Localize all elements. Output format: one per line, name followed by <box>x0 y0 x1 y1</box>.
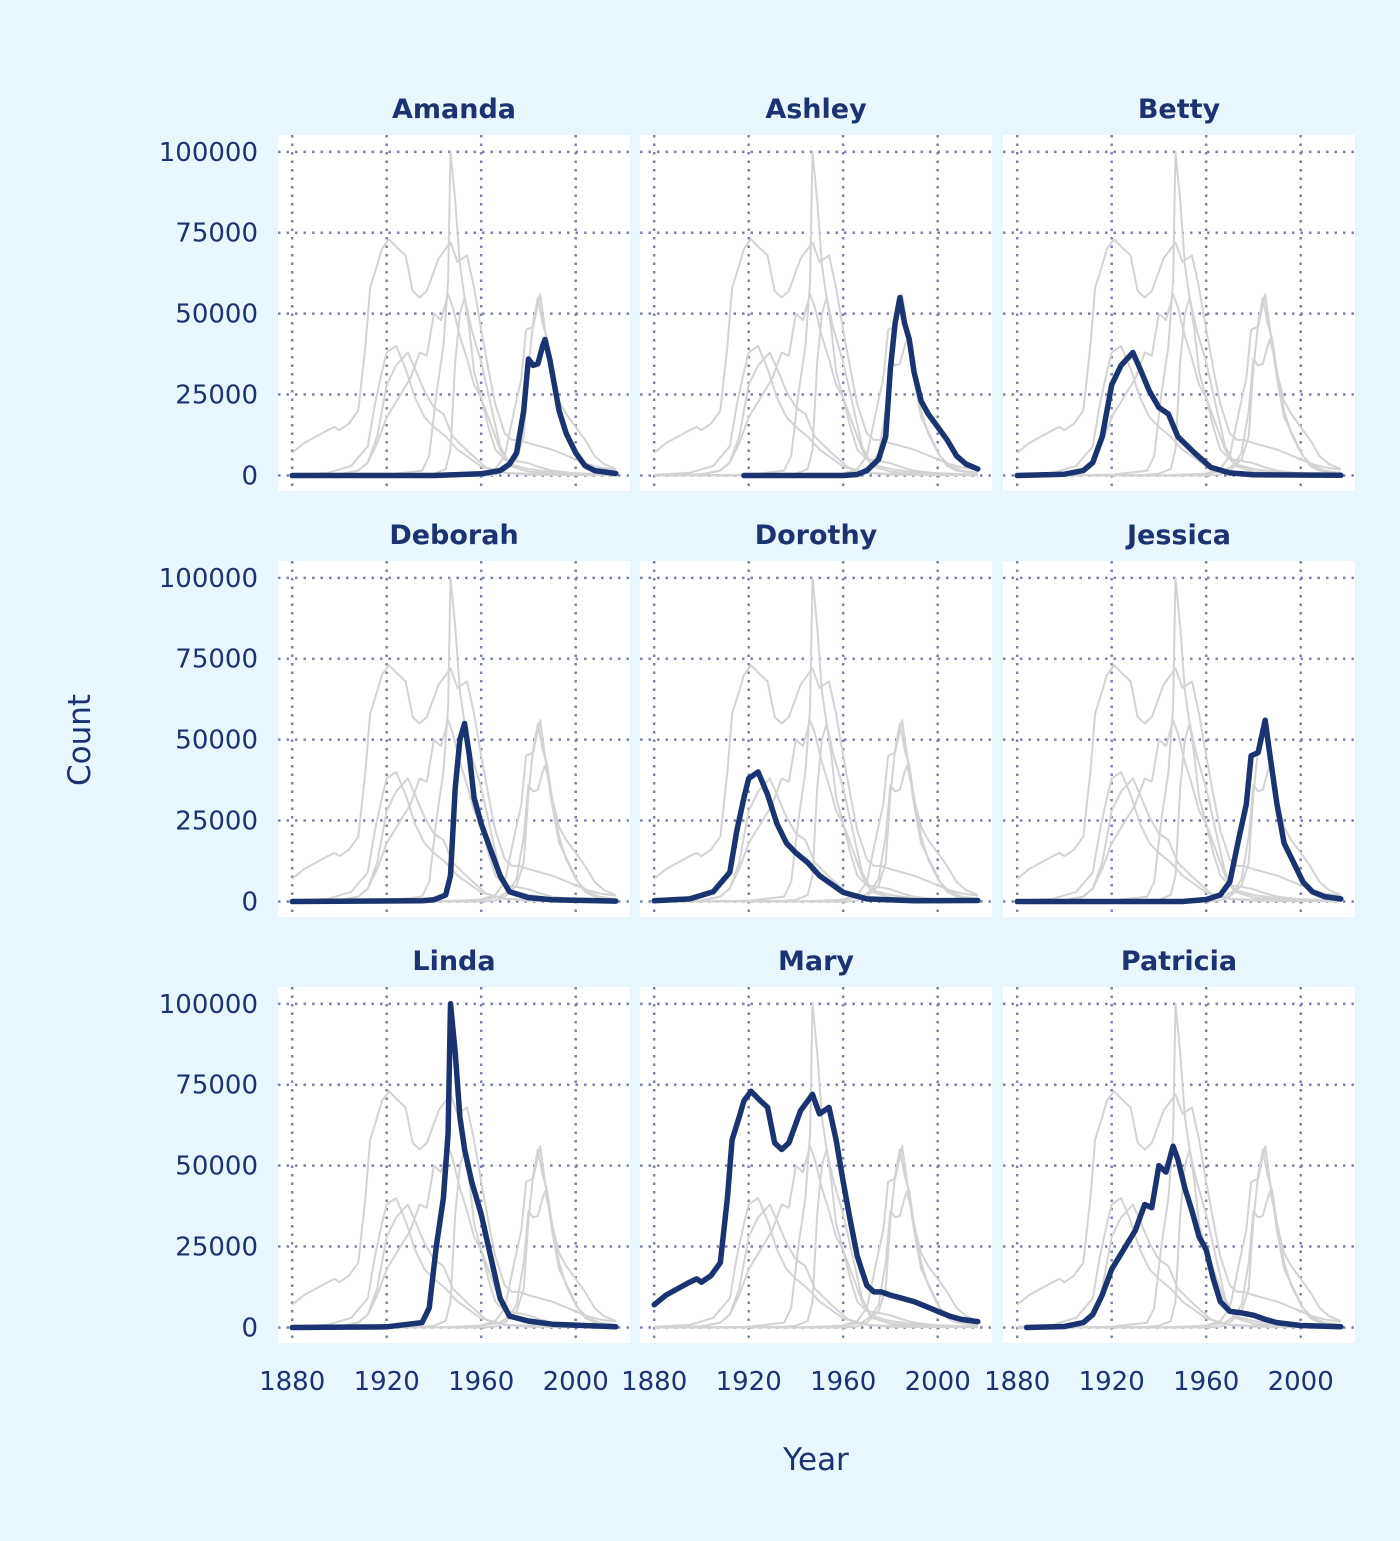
panel-amanda-y-tick-label-100000: 100000 <box>159 138 258 168</box>
panel-deborah-y-tick-label-25000: 25000 <box>175 807 258 837</box>
panel-jessica-context-line-dorothy <box>1017 771 1341 902</box>
panel-linda-x-tick-label-2000: 2000 <box>543 1367 609 1397</box>
panel-mary-x-tick-label-1920: 1920 <box>716 1367 782 1397</box>
panel-dorothy-context-line-linda <box>654 576 978 903</box>
panel-patricia-context-line-jessica <box>1017 1145 1341 1329</box>
panel-jessica-highlight-line <box>1014 717 1344 905</box>
panel-ashley-context-line-patricia <box>663 293 978 477</box>
panel-linda-y-tick-label-25000: 25000 <box>175 1233 258 1263</box>
panel-dorothy-highlight-line <box>651 769 981 904</box>
panel-amanda-context-line-mary <box>291 238 616 471</box>
panel-linda-x-tick-label-1880: 1880 <box>259 1367 325 1397</box>
panel-amanda-context-line-deborah <box>292 296 616 477</box>
panel-jessica-strip-title: Jessica <box>1125 520 1231 551</box>
panel-linda-y-tick-label-0: 0 <box>241 1313 258 1343</box>
panel-amanda-context-line-patricia <box>301 293 616 477</box>
panel-deborah-context-line-jessica <box>292 719 616 903</box>
panel-patricia-context-line-linda <box>1017 1002 1341 1329</box>
panel-deborah-y-tick-label-0: 0 <box>241 887 258 917</box>
panel-jessica-context-line-linda <box>1017 576 1341 903</box>
panel-mary-context-line-jessica <box>654 1145 978 1329</box>
panel-patricia-x-tick-label-1960: 1960 <box>1173 1367 1239 1397</box>
panel-linda-x-tick-label-1920: 1920 <box>354 1367 420 1397</box>
panel-linda-x-tick-label-1960: 1960 <box>448 1367 514 1397</box>
panel-betty-context-line-deborah <box>1017 296 1341 477</box>
panel-linda-strip-title: Linda <box>412 946 495 977</box>
panel-mary-context-line-ashley <box>743 1148 979 1329</box>
panel-linda-y-tick-label-100000: 100000 <box>159 990 258 1020</box>
x-axis-title: Year <box>782 1442 849 1478</box>
panel-amanda-context-line-dorothy <box>292 345 616 476</box>
panel-mary-context-line-linda <box>654 1002 978 1329</box>
panel-deborah-y-tick-label-75000: 75000 <box>175 645 258 675</box>
panel-deborah-context-line-ashley <box>381 722 617 903</box>
panel-mary-context-line-deborah <box>654 1148 978 1329</box>
panel-linda-context-line-patricia <box>301 1145 616 1329</box>
panel-patricia-highlight-line <box>1023 1143 1344 1331</box>
panel-jessica-context-line-mary <box>1016 664 1341 897</box>
panel-ashley-highlight-line <box>741 294 981 479</box>
panel-ashley-context-line-deborah <box>654 296 978 477</box>
panel-ashley-strip-title: Ashley <box>765 94 867 125</box>
panel-patricia-x-tick-label-2000: 2000 <box>1268 1367 1334 1397</box>
panel-betty-strip-title: Betty <box>1138 94 1221 125</box>
panel-mary-highlight-line <box>651 1088 981 1325</box>
panel-betty-context-line-linda <box>1017 150 1341 477</box>
panel-linda-context-line-mary <box>291 1090 616 1323</box>
panel-betty-highlight-line <box>1014 349 1344 479</box>
panel-amanda-y-tick-label-75000: 75000 <box>175 219 258 249</box>
panel-linda-context-line-ashley <box>381 1148 617 1329</box>
panel-deborah-context-line-dorothy <box>292 771 616 902</box>
panel-amanda-highlight-line <box>289 336 619 479</box>
panel-mary-context-line-dorothy <box>654 1197 978 1328</box>
panel-mary-x-tick-label-1880: 1880 <box>621 1367 687 1397</box>
panel-ashley-context-line-dorothy <box>654 345 978 476</box>
panel-patricia-context-line-deborah <box>1017 1148 1341 1329</box>
panel-patricia-strip-title: Patricia <box>1121 946 1237 977</box>
panel-deborah-y-tick-label-100000: 100000 <box>159 564 258 594</box>
panel-dorothy-context-line-mary <box>653 664 978 897</box>
panel-linda-highlight-line <box>289 1001 619 1331</box>
panel-amanda-y-tick-label-50000: 50000 <box>175 300 258 330</box>
panel-amanda-strip-title: Amanda <box>392 94 516 125</box>
panel-mary-x-tick-label-2000: 2000 <box>905 1367 971 1397</box>
panel-dorothy-context-line-patricia <box>663 719 978 903</box>
panel-dorothy-strip-title: Dorothy <box>755 520 878 551</box>
panel-patricia-x-tick-label-1920: 1920 <box>1079 1367 1145 1397</box>
panel-linda-context-line-jessica <box>292 1145 616 1329</box>
panel-linda-context-line-dorothy <box>292 1197 616 1328</box>
panel-linda-y-tick-label-75000: 75000 <box>175 1071 258 1101</box>
y-axis-title: Count <box>62 694 98 786</box>
panel-deborah-strip-title: Deborah <box>389 520 518 551</box>
panel-patricia-context-line-mary <box>1016 1090 1341 1323</box>
panel-amanda-y-tick-label-25000: 25000 <box>175 381 258 411</box>
panel-linda-y-tick-label-50000: 50000 <box>175 1152 258 1182</box>
panel-deborah-context-line-mary <box>291 664 616 897</box>
panel-patricia-context-line-ashley <box>1106 1148 1342 1329</box>
panel-deborah-highlight-line <box>289 720 619 905</box>
panel-deborah-context-line-patricia <box>301 719 616 903</box>
panel-mary-x-tick-label-1960: 1960 <box>810 1367 876 1397</box>
panel-patricia-x-tick-label-1880: 1880 <box>984 1367 1050 1397</box>
panel-jessica-context-line-patricia <box>1026 719 1341 903</box>
panel-mary-strip-title: Mary <box>778 946 854 977</box>
panel-amanda-y-tick-label-0: 0 <box>241 461 258 491</box>
panel-deborah-y-tick-label-50000: 50000 <box>175 726 258 756</box>
panel-jessica-context-line-deborah <box>1017 722 1341 903</box>
panel-ashley-context-line-mary <box>653 238 978 471</box>
panel-betty-context-line-mary <box>1016 238 1341 471</box>
panel-dorothy-context-line-deborah <box>654 722 978 903</box>
panel-mary-context-line-patricia <box>663 1145 978 1329</box>
